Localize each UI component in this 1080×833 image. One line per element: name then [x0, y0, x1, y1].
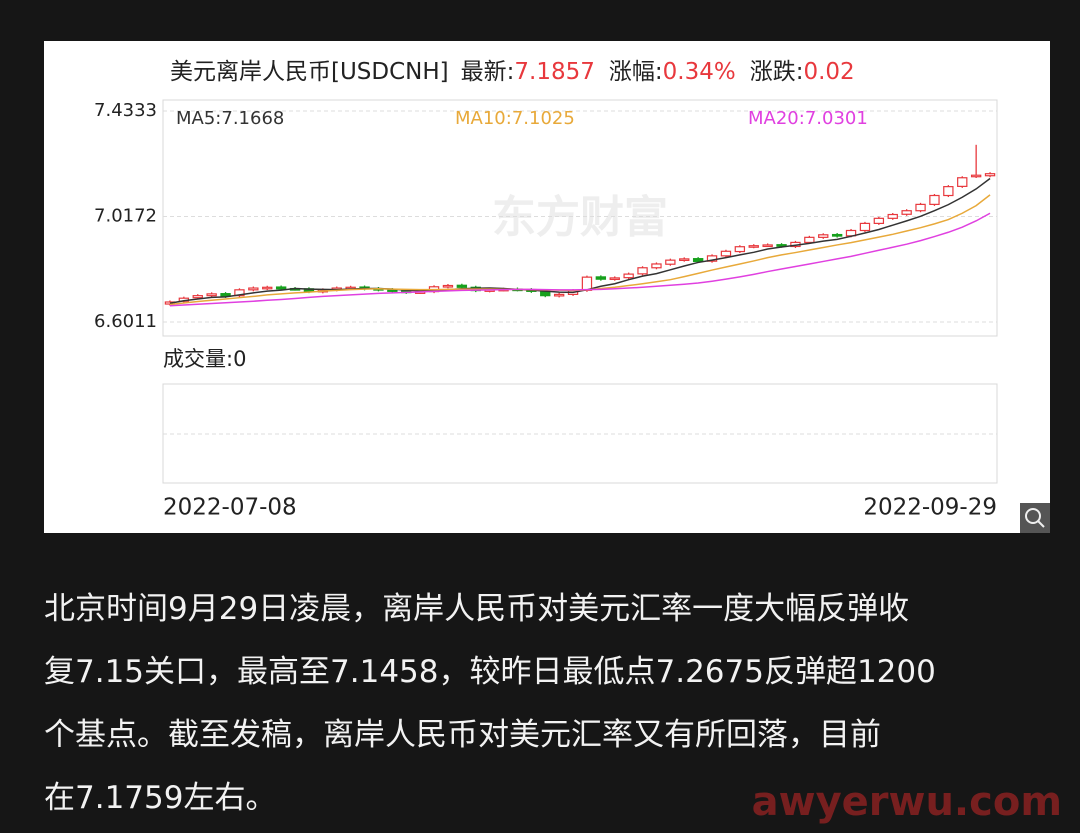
chart-background — [44, 41, 1050, 533]
candle-body — [929, 194, 940, 205]
change-label: 涨跌: — [750, 59, 804, 85]
candle-body — [609, 277, 620, 281]
candle-body — [873, 217, 885, 224]
candle-body — [442, 284, 454, 288]
candle-body — [553, 293, 565, 297]
legend-entry: MA5:7.1668 — [176, 108, 284, 129]
candle-body — [762, 244, 773, 248]
candle-body — [970, 174, 982, 178]
candle-body — [262, 286, 273, 290]
title: 美元离岸人民币[USDCNH] — [170, 59, 449, 85]
zoom-icon-handle — [1037, 520, 1045, 528]
chart: 美元离岸人民币[USDCNH] 最新:7.1857 涨幅:0.34% 涨跌:0.02 … — [44, 41, 1050, 533]
zoom-icon — [1025, 508, 1041, 524]
change: 0.02 — [803, 59, 854, 85]
ma-line — [169, 177, 991, 305]
y-tick-label: 7.4333 — [94, 100, 157, 121]
candle-body — [706, 255, 718, 262]
candle-body — [984, 173, 996, 177]
site-watermark: awyerwu.com — [751, 779, 1062, 825]
post-line: 在7.1759左右。 — [44, 780, 277, 816]
legend-entry: MA20:7.0301 — [748, 108, 868, 129]
candle-body — [192, 295, 203, 299]
candle-body — [595, 276, 607, 280]
candle-body — [748, 245, 759, 248]
candle-body — [901, 210, 912, 215]
volume-label: 成交量:0 — [163, 347, 246, 371]
candle-body — [234, 289, 245, 297]
change-pct: 0.34% — [663, 59, 736, 85]
candle-body — [804, 236, 815, 244]
y-tick-label: 7.0172 — [94, 206, 157, 227]
candle-body — [734, 246, 746, 253]
candle-body — [456, 284, 468, 288]
legend-entry: MA10:7.1025 — [455, 108, 575, 129]
candle-body — [692, 258, 704, 263]
plot-frame — [162, 99, 998, 337]
candle-body — [720, 250, 732, 257]
zoom-button[interactable] — [1020, 503, 1050, 533]
latest-label: 最新: — [461, 59, 515, 85]
y-tick-label: 6.6011 — [94, 311, 157, 332]
candle-body — [887, 213, 898, 219]
candle-body — [206, 293, 217, 297]
ma-line — [169, 212, 991, 307]
candle-body — [637, 267, 648, 275]
change-pct-label: 涨幅: — [609, 59, 663, 85]
candle-body — [679, 258, 690, 261]
candle-body — [623, 273, 634, 279]
x-tick-label: 2022-07-08 — [163, 495, 297, 521]
latest: 7.1857 — [514, 59, 594, 85]
post-line: 复7.15关口，最高至7.1458，较昨日最低点7.2675反弹超1200 — [44, 654, 936, 690]
x-tick-label: 2022-09-29 — [863, 495, 997, 521]
post-line: 个基点。截至发稿，离岸人民币对美元汇率又有所回落，目前 — [44, 717, 881, 753]
candle-body — [665, 259, 676, 265]
candle-body — [831, 233, 843, 237]
watermark: 东方财富 — [492, 192, 668, 243]
candle-body — [943, 186, 954, 197]
chart-title: 美元离岸人民币[USDCNH] 最新:7.1857 涨幅:0.34% 涨跌:0.02 — [170, 59, 855, 85]
candle-body — [248, 287, 259, 291]
candle-body — [275, 286, 287, 290]
candle-body — [957, 177, 968, 187]
candle-body — [818, 234, 829, 238]
post-text: 北京时间9月29日凌晨，离岸人民币对美元汇率一度大幅反弹收 复7.15关口，最高至… — [44, 578, 936, 830]
post-line: 北京时间9月29日凌晨，离岸人民币对美元汇率一度大幅反弹收 — [44, 591, 910, 627]
candle-body — [776, 244, 787, 247]
candle-body — [651, 263, 662, 269]
candle-body — [859, 222, 871, 232]
candle-body — [915, 203, 926, 212]
